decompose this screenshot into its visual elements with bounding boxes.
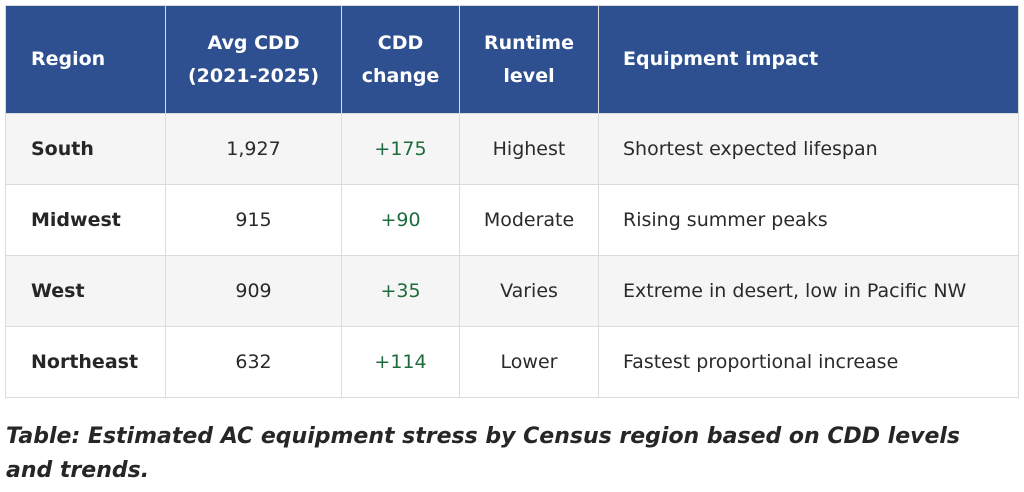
cell-avg-cdd: 909 <box>165 255 342 327</box>
cell-region: West <box>5 255 166 327</box>
header-avg-cdd: Avg CDD (2021-2025) <box>165 5 342 114</box>
header-runtime-line2: level <box>503 64 555 87</box>
table-row: Midwest 915 +90 Moderate Rising summer p… <box>5 184 1019 256</box>
cell-avg-cdd: 915 <box>165 184 342 256</box>
cell-cdd-change: +35 <box>341 255 460 327</box>
header-avg-cdd-line2: (2021-2025) <box>187 64 319 87</box>
header-region: Region <box>5 5 166 114</box>
header-row: Region Avg CDD (2021-2025) CDD change Ru… <box>5 5 1019 114</box>
cell-region: Northeast <box>5 326 166 398</box>
cell-runtime: Highest <box>459 113 599 185</box>
table-body: South 1,927 +175 Highest Shortest expect… <box>5 113 1019 398</box>
cell-region: Midwest <box>5 184 166 256</box>
cell-cdd-change: +175 <box>341 113 460 185</box>
header-cdd-change-line1: CDD <box>377 31 424 54</box>
cell-runtime: Varies <box>459 255 599 327</box>
cell-avg-cdd: 1,927 <box>165 113 342 185</box>
cell-impact: Fastest proportional increase <box>598 326 1019 398</box>
cdd-region-table: Region Avg CDD (2021-2025) CDD change Ru… <box>5 5 1019 398</box>
header-cdd-change-line2: change <box>361 64 440 87</box>
cell-impact: Extreme in desert, low in Pacific NW <box>598 255 1019 327</box>
cell-region: South <box>5 113 166 185</box>
cell-impact: Rising summer peaks <box>598 184 1019 256</box>
table-row: South 1,927 +175 Highest Shortest expect… <box>5 113 1019 185</box>
cell-cdd-change: +90 <box>341 184 460 256</box>
table-row: Northeast 632 +114 Lower Fastest proport… <box>5 326 1019 398</box>
header-avg-cdd-line1: Avg CDD <box>207 31 300 54</box>
header-equipment-impact: Equipment impact <box>598 5 1019 114</box>
header-runtime-line1: Runtime <box>484 31 574 54</box>
cell-runtime: Moderate <box>459 184 599 256</box>
table-header: Region Avg CDD (2021-2025) CDD change Ru… <box>5 5 1019 114</box>
header-runtime-level: Runtime level <box>459 5 599 114</box>
table-row: West 909 +35 Varies Extreme in desert, l… <box>5 255 1019 327</box>
cell-runtime: Lower <box>459 326 599 398</box>
cell-impact: Shortest expected lifespan <box>598 113 1019 185</box>
header-region-label: Region <box>31 48 106 70</box>
table-caption: Table: Estimated AC equipment stress by … <box>6 424 961 483</box>
cell-avg-cdd: 632 <box>165 326 342 398</box>
cell-cdd-change: +114 <box>341 326 460 398</box>
data-table-container: Region Avg CDD (2021-2025) CDD change Ru… <box>5 5 1019 398</box>
header-impact-label: Equipment impact <box>623 48 819 70</box>
header-cdd-change: CDD change <box>341 5 460 114</box>
